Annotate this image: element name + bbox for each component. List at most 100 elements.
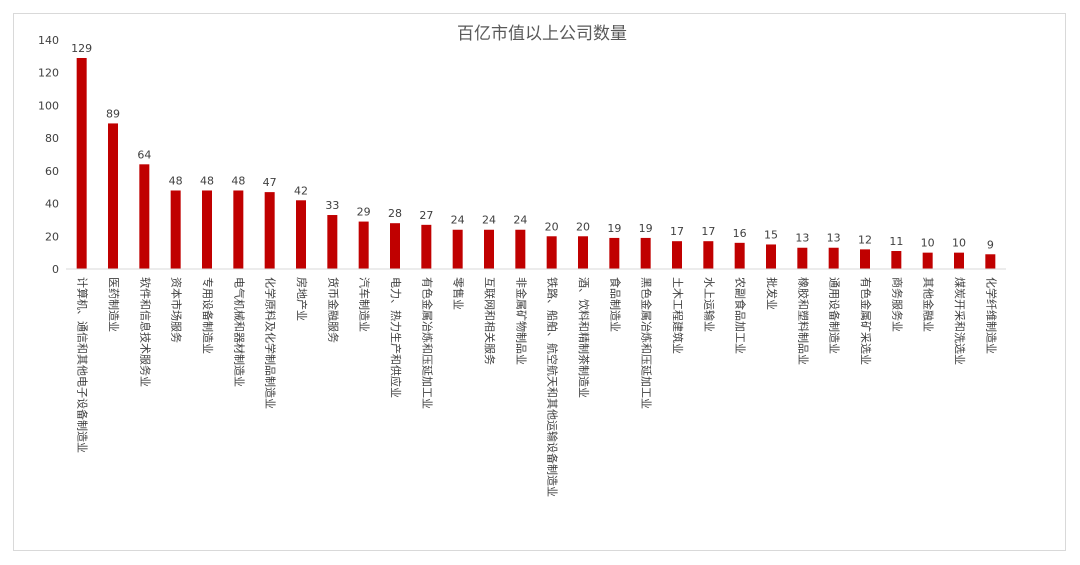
bar bbox=[358, 221, 369, 269]
data-label: 13 bbox=[795, 232, 809, 245]
x-tick-label: 非金属矿物制品业 bbox=[514, 277, 528, 365]
bar bbox=[734, 242, 745, 269]
data-label: 89 bbox=[106, 107, 120, 120]
x-tick-label: 有色金属矿采选业 bbox=[859, 277, 873, 365]
bar bbox=[860, 249, 870, 269]
x-tick-label: 汽车制造业 bbox=[358, 277, 372, 332]
x-tick-label: 商务服务业 bbox=[890, 277, 904, 332]
x-tick-label: 农副食品加工业 bbox=[734, 277, 748, 354]
x-tick-label: 专用设备制造业 bbox=[201, 277, 215, 354]
y-tick-label: 0 bbox=[52, 263, 59, 276]
x-tick-label: 电气机械和器材制造业 bbox=[232, 277, 246, 387]
bar bbox=[828, 247, 839, 269]
x-tick-label: 水上运输业 bbox=[702, 277, 716, 332]
chart-title: 百亿市值以上公司数量 bbox=[457, 24, 627, 44]
data-label: 33 bbox=[325, 199, 339, 212]
y-tick-label: 40 bbox=[45, 198, 59, 211]
x-tick-label: 煤炭开采和洗选业 bbox=[953, 277, 966, 365]
data-label: 17 bbox=[701, 225, 715, 238]
data-label: 10 bbox=[921, 237, 935, 250]
data-label: 9 bbox=[987, 238, 994, 251]
data-label: 48 bbox=[200, 174, 214, 187]
y-tick-label: 100 bbox=[38, 99, 59, 112]
x-tick-label: 土木工程建筑业 bbox=[671, 277, 685, 354]
x-tick-label: 化学原料及化学制品制造业 bbox=[264, 277, 278, 409]
y-tick-label: 60 bbox=[45, 165, 59, 178]
data-label: 11 bbox=[889, 235, 903, 248]
x-tick-label: 零售业 bbox=[452, 277, 466, 310]
bar bbox=[515, 229, 526, 269]
data-label: 19 bbox=[607, 222, 621, 235]
x-axis-labels: 计算机、通信和其他电子设备制造业 医药制造业 软件和信息技术服务业 资本市场服务 专用设… bbox=[76, 277, 999, 497]
x-tick-label: 软件和信息技术服务业 bbox=[138, 277, 152, 387]
y-tick-label: 120 bbox=[38, 67, 59, 80]
y-tick-label: 140 bbox=[38, 34, 59, 47]
data-label: 19 bbox=[639, 222, 653, 235]
bar bbox=[327, 215, 338, 269]
x-tick-label: 医药制造业 bbox=[107, 277, 121, 332]
data-label: 24 bbox=[513, 214, 527, 227]
data-label: 10 bbox=[952, 237, 966, 250]
bar bbox=[390, 223, 400, 269]
bar bbox=[296, 200, 306, 269]
x-tick-label: 通用设备制造业 bbox=[828, 277, 842, 354]
bar bbox=[766, 244, 776, 269]
bar bbox=[922, 252, 933, 269]
bar bbox=[640, 237, 651, 269]
x-tick-label: 黑色金属冶炼和压延加工业 bbox=[640, 277, 654, 409]
bar bbox=[170, 190, 181, 269]
x-tick-label: 酒、饮料和精制茶制造业 bbox=[577, 277, 591, 398]
bar bbox=[578, 236, 588, 269]
bar bbox=[609, 237, 620, 269]
y-tick-label: 20 bbox=[45, 230, 59, 243]
x-tick-label: 房地产业 bbox=[295, 277, 309, 321]
x-tick-label: 食品制造业 bbox=[608, 277, 622, 332]
bar bbox=[421, 224, 432, 269]
data-label: 48 bbox=[169, 174, 183, 187]
bar bbox=[672, 241, 682, 269]
bar bbox=[452, 229, 463, 269]
data-label: 24 bbox=[482, 214, 496, 227]
data-label: 20 bbox=[576, 220, 590, 233]
bar bbox=[139, 164, 150, 269]
y-tick-label: 80 bbox=[45, 132, 59, 145]
data-label: 24 bbox=[451, 214, 465, 227]
data-label: 28 bbox=[388, 207, 402, 220]
data-label: 15 bbox=[764, 228, 778, 241]
bar bbox=[202, 190, 212, 269]
x-tick-label: 橡胶和塑料制品业 bbox=[796, 277, 810, 365]
x-tick-label: 货币金融服务 bbox=[326, 277, 340, 343]
x-tick-label: 互联网和相关服务 bbox=[483, 277, 497, 365]
x-tick-label: 其他金融业 bbox=[922, 277, 936, 332]
x-tick-label: 有色金属冶炼和压延加工业 bbox=[420, 277, 434, 409]
bars bbox=[76, 57, 996, 270]
data-label: 129 bbox=[71, 42, 92, 55]
bar bbox=[703, 241, 714, 269]
bar bbox=[546, 236, 557, 269]
data-label: 47 bbox=[263, 176, 277, 189]
data-label: 17 bbox=[670, 225, 684, 238]
data-label: 12 bbox=[858, 233, 872, 246]
data-label: 42 bbox=[294, 184, 308, 197]
data-label: 13 bbox=[827, 232, 841, 245]
bar bbox=[891, 251, 902, 269]
x-tick-label: 批发业 bbox=[765, 277, 779, 310]
bar bbox=[108, 123, 118, 270]
x-tick-label: 化学纤维制造业 bbox=[984, 277, 998, 354]
bar bbox=[985, 254, 996, 269]
data-label: 64 bbox=[137, 148, 151, 161]
bar bbox=[797, 247, 808, 269]
bar bbox=[484, 229, 494, 269]
chart-frame: 百亿市值以上公司数量 0 20 40 60 80 100 120 140 129 89 64 48 4… bbox=[13, 13, 1066, 551]
x-tick-label: 铁路、船舶、航空航天和其他运输设备制造业 bbox=[546, 277, 560, 497]
data-label: 16 bbox=[733, 227, 747, 240]
data-label: 27 bbox=[419, 209, 433, 222]
data-label: 48 bbox=[231, 174, 245, 187]
x-tick-label: 资本市场服务 bbox=[170, 277, 184, 343]
bar bbox=[76, 57, 87, 269]
x-tick-label: 计算机、通信和其他电子设备制造业 bbox=[76, 277, 90, 453]
bar bbox=[954, 252, 964, 269]
bar bbox=[264, 192, 275, 269]
